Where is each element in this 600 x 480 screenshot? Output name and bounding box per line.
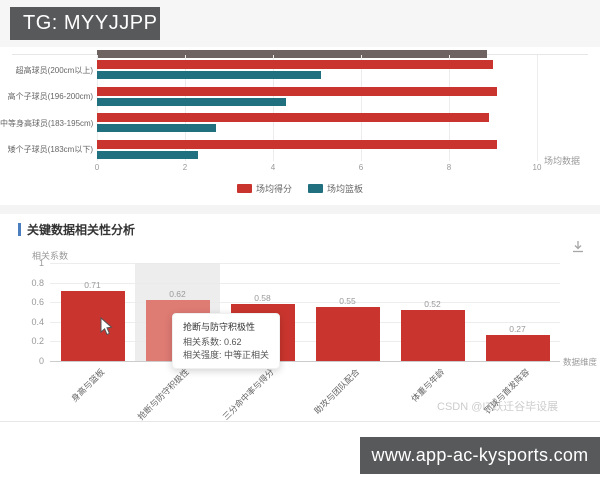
bar-value-label: 0.62 [169,289,186,300]
chart1-x-axis-name: 场均数据 [544,156,581,166]
tooltip-coefficient: 相关系数: 0.62 [183,337,242,347]
bar-value-label: 0.27 [509,323,526,334]
chart2-x-category-label: 抢断与防守积极性 [136,366,192,422]
chart1-category-label: 中等身高球员(183-195cm) [0,118,94,128]
chart1-rebounds-bar[interactable] [97,71,322,79]
chart1-x-tick-label: 6 [358,163,364,172]
chart1-category-label: 超高球员(200cm以上) [15,65,93,75]
correlation-bar[interactable] [400,310,465,361]
tooltip-title: 抢断与防守积极性 [183,322,256,332]
chart2-gridline [50,263,560,264]
chart-tooltip: 抢断与防守积极性 相关系数: 0.62 相关强度: 中等正相关 [172,313,281,369]
chart2-y-tick-label: 0.6 [31,297,44,308]
correlation-bar-chart: 关键数据相关性分析 相关系数 数据维度 抢断与防守积极性 相关系数: 0.62 … [0,213,600,422]
chart1-gridline [185,55,186,161]
chart1-x-tick-label: 2 [182,163,188,172]
bar-value-label: 0.71 [84,280,101,291]
legend-label-rebounds: 场均篮板 [327,184,364,194]
tooltip-strength: 相关强度: 中等正相关 [183,350,270,360]
chart1-legend: 场均得分 场均篮板 [0,182,600,195]
bar-value-label: 0.55 [339,296,356,307]
chart2-x-category-label: 助攻与团队配合 [312,366,362,416]
chart1-x-tick-label: 10 [532,163,542,172]
legend-item-rebounds[interactable]: 场均篮板 [308,182,363,195]
chart1-category-label: 矮个子球员(183cm以下) [7,145,93,154]
chart2-gridline [50,341,560,343]
chart1-x-tick-label: 4 [270,163,276,172]
height-group-bar-chart: 场均数据 场均得分 场均篮板 0 2 4 6 8 10 超高球员(200cm以上) 高个子球员… [0,47,600,205]
chart2-y-tick-label: 1 [38,258,44,268]
bar-value-label: 0.52 [424,299,441,310]
chart2-y-tick-label: 0.4 [31,316,44,327]
chart2-gridline [50,282,560,284]
chart2-y-tick-label: 0.8 [31,277,44,288]
section-title: 关键数据相关性分析 [27,223,136,237]
chart1-gridline [537,55,538,161]
chart2-y-axis-name: 相关系数 [32,251,69,261]
chart1-rebounds-bar[interactable] [97,150,199,159]
chart1-category-label: 高个子球员(196-200cm) [7,92,93,101]
correlation-bar[interactable] [315,307,380,361]
chart2-y-tick-label: 0.2 [31,336,44,347]
chart1-gridline [449,55,450,161]
chart2-x-category-label: 身高与篮板 [69,366,107,404]
csdn-watermark: CSDN @IT跃迁谷毕设展 [437,401,559,413]
chart1-rebounds-bar[interactable] [97,97,287,106]
legend-swatch-points [236,184,252,193]
cards-gap-band [0,205,600,214]
chart1-gridline [361,55,362,161]
chart1-x-tick-label: 0 [94,163,100,172]
chart2-x-category-label: 三分命中率与得分 [221,366,277,422]
chart2-y-tick-label: 0 [38,356,44,366]
chart1-rebounds-bar[interactable] [97,124,216,132]
legend-item-points[interactable]: 场均得分 [236,182,292,195]
tg-overlay-label: TG: MYYJJPP [10,7,160,40]
chart1-gridline [97,55,98,161]
chart1-gridline [273,55,274,161]
chart2-x-axis-line [50,361,560,362]
bottom-divider [0,421,600,422]
chart1-points-bar[interactable] [97,60,493,69]
mouse-cursor-icon [100,316,113,341]
download-icon[interactable] [571,240,585,254]
chart2-gridline [50,302,560,304]
chart1-points-bar[interactable] [97,113,489,122]
chart1-x-tick-label: 8 [446,163,452,172]
legend-label-points: 场均得分 [255,184,292,194]
cropped-chart-strip [97,50,487,58]
legend-swatch-rebounds [308,184,323,193]
chart1-points-bar[interactable] [97,86,498,96]
chart1-points-bar[interactable] [97,139,498,149]
correlation-bar[interactable] [485,334,550,361]
bar-value-label: 0.58 [254,293,271,304]
correlation-bar[interactable] [60,291,125,361]
chart2-x-axis-name: 数据维度 [563,357,598,367]
section-title-marker [18,223,21,236]
site-overlay-label: www.app-ac-kysports.com [360,437,600,474]
chart2-gridline [50,321,560,323]
